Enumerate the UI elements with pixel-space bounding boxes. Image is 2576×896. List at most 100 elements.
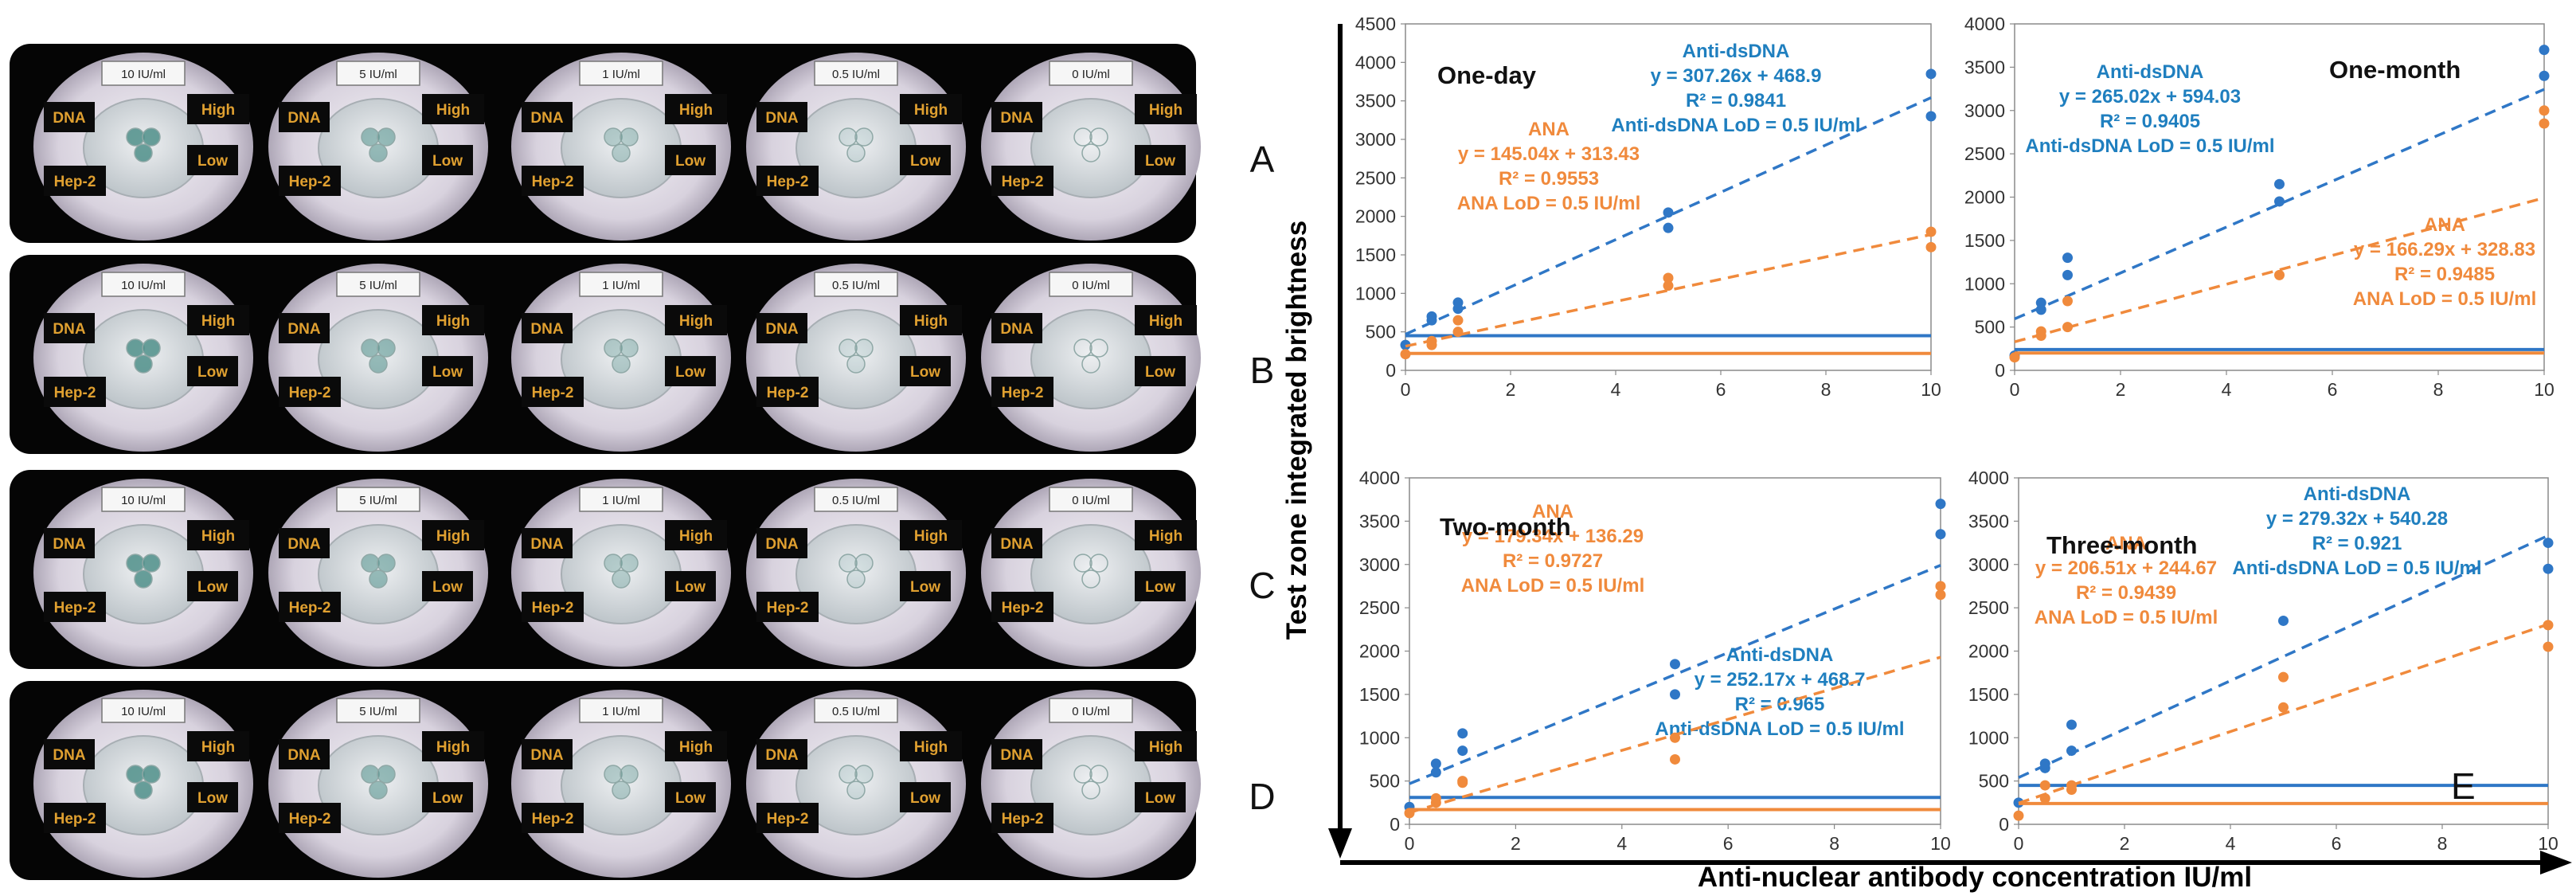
concentration-label: 10 IU/ml (121, 68, 166, 81)
zone-label-hep2: Hep-2 (289, 385, 331, 401)
test-dish: 0.5 IU/ml DNA High Hep-2 Low (746, 690, 966, 878)
photo-row-b: 10 IU/ml DNA High Hep-2 Low 5 IU/ml DNA High Hep… (10, 255, 1201, 454)
fit-annotation: y = 166.29x + 328.83 (2354, 239, 2535, 260)
x-tick-label: 10 (1930, 833, 1951, 854)
zone-label-low-box (900, 356, 951, 386)
zone-label-dna-box (991, 102, 1042, 132)
data-point (1430, 767, 1441, 778)
zone-label-high-box (187, 520, 249, 550)
zone-label-low: Low (675, 579, 706, 596)
trend-line (1409, 564, 1941, 785)
zone-label-low-box (187, 782, 238, 812)
y-tick-label: 2500 (1359, 597, 1400, 618)
zone-label-high-box (187, 94, 249, 124)
test-dish: 1 IU/ml DNA High Hep-2 Low (511, 264, 731, 452)
data-point (2539, 118, 2550, 129)
data-point (1935, 529, 1946, 540)
chart-one-day: 0 500 1000 1500 2000 2500 3000 3500 4000 4500 0 2 4 6… (1355, 14, 1941, 400)
data-point (2039, 758, 2050, 769)
x-tick-label: 0 (2010, 379, 2020, 400)
zone-label-dna-box (991, 739, 1042, 769)
test-spot (361, 765, 380, 784)
concentration-tag (579, 61, 663, 86)
zone-label-hep2-box (756, 803, 819, 833)
data-point (2035, 326, 2046, 337)
zone-label-hep2-box (44, 803, 106, 833)
test-spot (1073, 554, 1093, 573)
zone-label-high-box (1135, 731, 1197, 761)
x-tick-label: 10 (2534, 379, 2555, 400)
data-point (1457, 745, 1468, 757)
test-spot (1081, 143, 1100, 162)
data-point (2539, 70, 2550, 81)
test-spot (142, 765, 161, 784)
zone-label-low-box (422, 571, 473, 601)
zone-label-dna: DNA (765, 747, 798, 764)
data-point (1925, 226, 1937, 237)
zone-label-high: High (679, 528, 713, 545)
test-spot (838, 338, 858, 358)
data-point (1426, 335, 1437, 346)
concentration-label: 0.5 IU/ml (832, 279, 880, 292)
fit-annotation: R² = 0.9841 (1686, 90, 1786, 112)
fit-annotation: y = 145.04x + 313.43 (1458, 143, 1640, 165)
chart-title: Two-month (1440, 513, 1571, 541)
zone-label-hep2-box (44, 166, 106, 196)
zone-label-hep2-box (279, 166, 341, 196)
zone-label-hep2-box (991, 803, 1053, 833)
zone-label-high: High (679, 102, 713, 119)
y-tick-label: 1000 (1355, 283, 1396, 303)
zone-label-hep2-box (756, 166, 819, 196)
zone-label-dna-box (44, 739, 95, 769)
data-point (2543, 563, 2554, 574)
test-spot (361, 338, 380, 358)
test-spot (604, 765, 623, 784)
test-dish: 10 IU/ml DNA High Hep-2 Low (33, 690, 253, 878)
zone-label-high: High (679, 313, 713, 330)
test-dish: 1 IU/ml DNA High Hep-2 Low (511, 53, 731, 241)
test-dish: 0 IU/ml DNA High Hep-2 Low (981, 479, 1201, 667)
zone-label-high: High (201, 739, 235, 756)
concentration-tag (814, 698, 898, 723)
zone-label-high: High (201, 102, 235, 119)
zone-label-low: Low (675, 364, 706, 381)
zone-label-hep2-box (44, 592, 106, 622)
x-tick-label: 6 (1716, 379, 1726, 400)
x-tick-label: 2 (2116, 379, 2126, 400)
zone-label-low: Low (910, 364, 940, 381)
data-point (1663, 280, 1674, 291)
fit-annotation: ANA LoD = 0.5 IU/ml (2035, 607, 2218, 628)
zone-label-high: High (1149, 528, 1182, 545)
y-tick-label: 1500 (1359, 684, 1400, 705)
data-point (1457, 728, 1468, 739)
zone-label-low: Low (197, 790, 228, 807)
test-dish: 5 IU/ml DNA High Hep-2 Low (268, 479, 488, 667)
test-spot (134, 143, 153, 162)
x-tick-label: 4 (2222, 379, 2232, 400)
test-spot (126, 338, 145, 358)
zone-label-dna: DNA (287, 110, 320, 127)
test-spot (612, 354, 631, 374)
zone-label-dna-box (44, 102, 95, 132)
test-dish: 0.5 IU/ml DNA High Hep-2 Low (746, 479, 966, 667)
zone-label-hep2-box (756, 592, 819, 622)
test-dish: 10 IU/ml DNA High Hep-2 Low (33, 264, 253, 452)
trend-line (2014, 88, 2545, 321)
x-tick-label: 8 (1829, 833, 1839, 854)
y-tick-label: 3500 (1964, 57, 2005, 77)
trend-line (2018, 534, 2549, 779)
zone-label-low-box (1135, 571, 1186, 601)
test-spot (604, 554, 623, 573)
zone-label-high-box (665, 520, 727, 550)
zone-label-dna: DNA (53, 536, 85, 553)
data-point (1457, 776, 1468, 787)
zone-label-high: High (914, 528, 948, 545)
zone-label-dna: DNA (530, 321, 563, 338)
zone-label-high-box (422, 94, 484, 124)
zone-label-hep2-box (522, 592, 584, 622)
x-tick-label: 8 (2437, 833, 2448, 854)
zone-label-hep2: Hep-2 (767, 385, 809, 401)
zone-label-high-box (900, 305, 962, 335)
fit-annotation: y = 179.34x + 136.29 (1462, 526, 1644, 547)
trend-line (2018, 623, 2549, 805)
